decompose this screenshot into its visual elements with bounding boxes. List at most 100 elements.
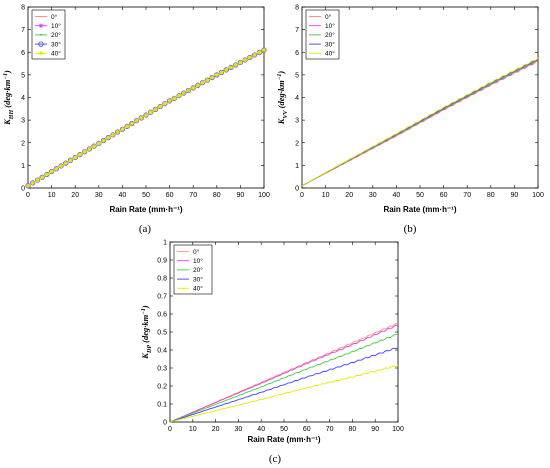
y-tick-label: 0 bbox=[295, 186, 299, 193]
x-tick-label: 100 bbox=[258, 192, 270, 199]
marker bbox=[143, 112, 149, 118]
marker bbox=[54, 166, 59, 171]
marker bbox=[242, 57, 248, 63]
x-tick-label: 60 bbox=[166, 192, 174, 199]
marker bbox=[40, 34, 42, 36]
legend-entry: 10° bbox=[325, 22, 335, 30]
marker bbox=[238, 60, 243, 65]
x-tick-label: 20 bbox=[212, 426, 220, 433]
plot-area bbox=[27, 6, 265, 189]
marker bbox=[73, 155, 78, 160]
x-tick-label: 50 bbox=[416, 192, 424, 199]
legend-entry: 30° bbox=[193, 275, 203, 283]
x-tick-label: 80 bbox=[213, 192, 221, 199]
marker bbox=[148, 110, 153, 115]
y-tick-label: 0.1 bbox=[157, 402, 167, 409]
y-tick-label: 6 bbox=[21, 50, 25, 57]
marker bbox=[200, 80, 205, 85]
chart-panel-a: 0 10 20 30 40 50 60 70 80 90 100 0 1 2 3 4 5 6 7 8 0°10°20°3… bbox=[2, 5, 270, 236]
legend-entry: 20° bbox=[325, 31, 335, 39]
marker bbox=[96, 141, 101, 146]
x-tick-label: 70 bbox=[189, 192, 197, 199]
x-axis-label: Rain Rate (mm·h⁻¹) bbox=[383, 205, 456, 214]
legend-entry: 30° bbox=[51, 40, 61, 48]
marker bbox=[153, 107, 158, 112]
marker bbox=[101, 138, 106, 143]
y-tick-label: 0.4 bbox=[157, 348, 167, 355]
marker bbox=[134, 118, 139, 123]
x-tick-label: 90 bbox=[511, 192, 519, 199]
series-line bbox=[169, 324, 399, 423]
x-tick-label: 80 bbox=[349, 426, 357, 433]
marker bbox=[247, 55, 253, 60]
y-tick-label: 3 bbox=[295, 118, 299, 125]
marker bbox=[120, 126, 125, 132]
y-tick-label: 0 bbox=[163, 420, 167, 427]
marker bbox=[82, 149, 87, 154]
y-tick-label: 0.9 bbox=[157, 258, 167, 265]
y-tick-label: 1 bbox=[295, 163, 299, 170]
x-tick-label: 30 bbox=[235, 426, 243, 433]
x-tick-label: 100 bbox=[532, 192, 544, 199]
y-tick-label: 0.3 bbox=[157, 366, 167, 373]
x-tick-label: 30 bbox=[369, 192, 377, 199]
marker bbox=[68, 158, 73, 163]
x-tick-label: 30 bbox=[95, 192, 103, 199]
marker bbox=[58, 163, 64, 169]
legend-entry: 40° bbox=[51, 50, 61, 58]
y-tick-label: 7 bbox=[295, 27, 299, 34]
marker bbox=[38, 23, 44, 28]
y-tick-label: 4 bbox=[21, 95, 25, 102]
marker bbox=[172, 96, 177, 101]
y-axis-label: KVV (deg·km−1) bbox=[276, 71, 289, 126]
marker bbox=[162, 101, 168, 106]
series-line bbox=[169, 322, 399, 423]
x-tick-label: 70 bbox=[463, 192, 471, 199]
marker bbox=[209, 75, 215, 80]
marker bbox=[129, 121, 135, 126]
x-tick-label: 60 bbox=[303, 426, 311, 433]
marker bbox=[157, 104, 163, 109]
x-tick-label: 90 bbox=[371, 426, 379, 433]
marker bbox=[233, 62, 238, 68]
legend-entry: 0° bbox=[325, 13, 332, 21]
marker bbox=[91, 143, 97, 149]
y-tick-label: 1 bbox=[21, 163, 25, 170]
marker bbox=[261, 47, 267, 53]
x-tick-label: 60 bbox=[440, 192, 448, 199]
marker bbox=[30, 180, 35, 186]
legend-entry: 10° bbox=[193, 257, 203, 265]
marker bbox=[39, 175, 45, 180]
x-tick-label: 50 bbox=[280, 426, 288, 433]
marker bbox=[252, 52, 257, 58]
marker bbox=[44, 172, 50, 177]
series-line bbox=[169, 364, 399, 423]
y-tick-label: 0.2 bbox=[157, 384, 167, 391]
marker bbox=[115, 129, 120, 135]
x-tick-label: 10 bbox=[189, 426, 197, 433]
x-axis-label: Rain Rate (mm·h⁻¹) bbox=[109, 205, 182, 214]
marker bbox=[25, 183, 31, 188]
x-tick-label: 20 bbox=[71, 192, 79, 199]
y-tick-label: 0 bbox=[21, 186, 25, 193]
y-tick-label: 2 bbox=[21, 140, 25, 147]
y-tick-label: 0.8 bbox=[157, 276, 167, 283]
y-tick-label: 8 bbox=[295, 5, 299, 12]
x-tick-label: 0 bbox=[26, 192, 30, 199]
x-tick-label: 90 bbox=[237, 192, 245, 199]
y-tick-label: 7 bbox=[21, 27, 25, 34]
marker bbox=[110, 132, 116, 138]
y-tick-label: 6 bbox=[295, 50, 299, 57]
marker bbox=[106, 135, 111, 140]
marker bbox=[219, 70, 224, 75]
legend-entry: 40° bbox=[325, 50, 335, 58]
marker bbox=[224, 67, 229, 73]
y-tick-label: 0.7 bbox=[157, 294, 167, 301]
series-line bbox=[301, 57, 539, 187]
marker bbox=[87, 146, 92, 152]
chart-panel-c: 0 10 20 30 40 50 60 70 80 90 100 0 0.1 0.2 0.3 0.4 0.5 0.… bbox=[140, 240, 404, 466]
x-tick-label: 0 bbox=[300, 192, 304, 199]
y-tick-label: 8 bbox=[21, 5, 25, 12]
y-tick-label: 5 bbox=[21, 72, 25, 79]
marker bbox=[205, 77, 210, 83]
